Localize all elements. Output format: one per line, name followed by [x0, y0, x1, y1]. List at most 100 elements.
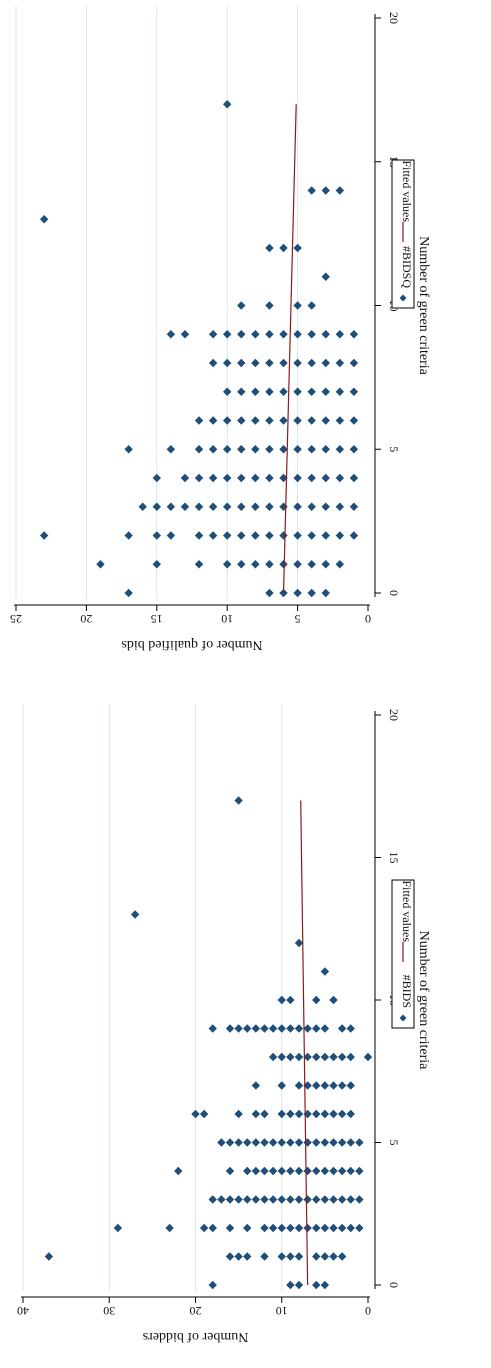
scatter-point	[268, 1052, 278, 1062]
scatter-point	[223, 387, 232, 396]
scatter-point	[277, 1223, 286, 1233]
scatter-point	[349, 445, 359, 454]
scatter-point	[124, 445, 133, 454]
scatter-point	[307, 531, 316, 540]
scatter-point	[321, 560, 330, 569]
scatter-point	[286, 1138, 295, 1147]
scatter-point	[335, 330, 345, 339]
scatter-point	[225, 1024, 235, 1033]
scatter-point	[279, 445, 288, 454]
scatter-point	[180, 473, 190, 483]
scatter-point	[251, 387, 260, 396]
scatter-point	[303, 1081, 312, 1090]
y-tick-label: 15	[151, 612, 163, 626]
scatter-point	[320, 1081, 330, 1090]
scatter-point	[349, 358, 359, 368]
scatter-point	[277, 1052, 286, 1062]
scatter-point	[208, 445, 218, 454]
x-tick-label: 0	[387, 590, 401, 596]
scatter-point	[320, 1166, 330, 1176]
scatter-point	[234, 1024, 243, 1033]
scatter-point	[320, 1252, 330, 1261]
scatter-point	[321, 588, 330, 598]
scatter-point	[279, 502, 288, 511]
scatter-point	[265, 387, 274, 396]
scatter-point	[329, 1223, 338, 1233]
scatter-point	[194, 531, 204, 540]
x-axis-title: Number of green criteria	[416, 236, 431, 376]
scatter-point	[294, 1024, 304, 1033]
scatter-point	[208, 473, 218, 483]
scatter-point	[293, 330, 302, 339]
scatter-point	[180, 330, 190, 339]
scatter-point	[251, 531, 260, 540]
scatter-point	[337, 1081, 347, 1090]
scatter-point	[286, 1252, 295, 1261]
scatter-point	[349, 416, 359, 425]
scatter-point	[349, 502, 359, 511]
scatter-point	[225, 1252, 235, 1261]
scatter-point	[191, 1109, 200, 1119]
scatter-point	[321, 330, 330, 339]
scatter-point	[223, 445, 232, 454]
x-axis-title: Number of green criteria	[416, 931, 431, 1071]
scatter-point	[294, 1109, 304, 1119]
scatter-point	[152, 502, 161, 511]
scatter-point	[265, 243, 274, 253]
scatter-point	[234, 796, 243, 805]
chart-panel-bidders: 05101520Number of green criteria01020304…	[17, 704, 431, 1344]
scatter-point	[152, 473, 161, 483]
scatter-point	[293, 473, 302, 483]
scatter-point	[279, 560, 288, 569]
scatter-point	[329, 1052, 338, 1062]
scatter-point	[307, 588, 316, 598]
scatter-point	[223, 416, 232, 425]
scatter-point	[251, 1138, 261, 1147]
scatter-point	[346, 1081, 355, 1090]
y-tick-label: 30	[103, 1304, 115, 1318]
scatter-point	[251, 445, 260, 454]
legend-marker-points	[399, 294, 407, 302]
scatter-point	[329, 1138, 338, 1147]
scatter-point	[320, 1052, 330, 1062]
scatter-point	[265, 301, 274, 310]
scatter-point	[286, 1024, 295, 1033]
scatter-point	[346, 1166, 355, 1176]
scatter-point	[208, 416, 218, 425]
scatter-point	[293, 531, 302, 540]
scatter-point	[312, 1052, 321, 1062]
scatter-point	[194, 416, 204, 425]
scatter-point	[237, 473, 246, 483]
scatter-point	[321, 445, 330, 454]
scatter-point	[199, 1223, 209, 1233]
scatter-point	[223, 502, 232, 511]
scatter-point	[286, 1223, 295, 1233]
scatter-point	[223, 330, 232, 339]
scatter-point	[223, 100, 232, 109]
scatter-point	[294, 1081, 304, 1090]
scatter-point	[294, 1052, 304, 1062]
scatter-point	[312, 1166, 321, 1176]
scatter-point	[329, 995, 338, 1005]
scatter-point	[234, 1195, 243, 1204]
scatter-point	[293, 502, 302, 511]
scatter-point	[294, 1195, 304, 1204]
scatter-point	[349, 531, 359, 540]
scatter-point	[321, 186, 330, 195]
scatter-point	[335, 502, 345, 511]
scatter-point	[277, 1166, 286, 1176]
scatter-point	[243, 1223, 252, 1233]
scatter-point	[234, 1252, 243, 1261]
x-tick-label: 15	[387, 852, 401, 864]
scatter-point	[279, 358, 288, 368]
scatter-point	[321, 358, 330, 368]
scatter-point	[321, 272, 330, 281]
scatter-point	[363, 1052, 373, 1062]
y-tick-label: 20	[190, 1304, 202, 1318]
fitted-line	[282, 104, 297, 594]
scatter-point	[223, 358, 232, 368]
scatter-point	[124, 588, 133, 598]
legend-label-line: Fitted values	[400, 160, 414, 222]
scatter-point	[277, 1109, 286, 1119]
